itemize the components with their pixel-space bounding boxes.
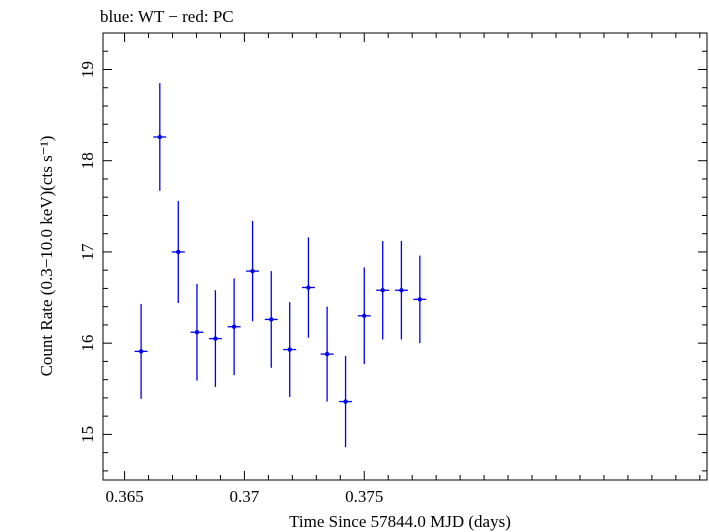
data-point-group (190, 283, 204, 381)
data-point-group (227, 278, 241, 376)
data-point (250, 268, 255, 274)
y-tick-label: 16 (78, 335, 97, 352)
data-point-group (171, 200, 185, 304)
data-point (343, 399, 348, 404)
data-point-group (394, 240, 408, 340)
data-point (269, 317, 274, 322)
data-point (399, 288, 404, 293)
data-point-group (413, 255, 427, 344)
axis-ticks (103, 32, 707, 480)
data-point-group (283, 302, 297, 397)
data-point (380, 288, 385, 293)
y-axis-label: Count Rate (0.3−10.0 keV)(cts s⁻¹) (37, 136, 56, 377)
data-point (417, 297, 423, 302)
y-tick-label: 18 (78, 152, 97, 169)
data-marks (134, 83, 427, 448)
data-point-group (357, 267, 371, 365)
x-tick-label: 0.37 (230, 487, 260, 506)
x-tick-label: 0.365 (105, 487, 143, 506)
data-point (306, 285, 311, 290)
data-point-group (208, 290, 222, 387)
data-point-group (301, 237, 315, 338)
data-point-group (376, 240, 390, 340)
data-point-group (320, 306, 334, 402)
data-point-group (339, 355, 353, 448)
data-point (213, 336, 218, 341)
data-point (138, 349, 144, 354)
data-point-group (246, 220, 260, 322)
data-point (176, 249, 181, 255)
y-tick-label: 15 (78, 426, 97, 443)
axis-tick-labels: 0.365 0.37 0.375 15 16 17 18 19 (78, 61, 383, 506)
y-tick-label: 19 (78, 61, 97, 78)
data-point (362, 313, 367, 318)
data-point (324, 351, 330, 357)
data-point-group (134, 303, 148, 399)
data-point (287, 347, 292, 352)
data-point (231, 324, 237, 329)
y-tick-label: 17 (78, 243, 97, 261)
x-tick-label: 0.375 (345, 487, 383, 506)
chart-subtitle: blue: WT − red: PC (100, 7, 234, 26)
x-axis-label: Time Since 57844.0 MJD (days) (289, 512, 511, 531)
data-point-group (153, 83, 167, 191)
data-point (157, 134, 163, 140)
data-point (194, 330, 200, 335)
plot-frame (102, 32, 708, 481)
data-point-group (264, 271, 278, 368)
